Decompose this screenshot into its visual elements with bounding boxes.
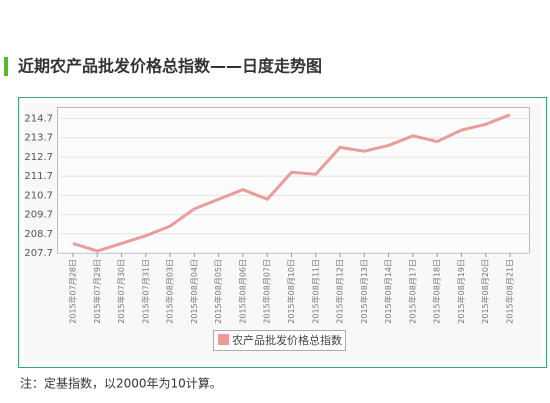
footnote: 注：定基指数，以2000年为10计算。 (20, 376, 222, 391)
title-marker (4, 57, 8, 76)
legend-swatch (218, 334, 229, 345)
x-tick-label: 2015年08月05日 (213, 259, 223, 324)
y-tick-label: 208.7 (24, 229, 53, 240)
y-tick-label: 210.7 (24, 190, 53, 201)
legend-label: 农产品批发价格总指数 (232, 333, 342, 347)
x-tick-label: 2015年08月04日 (189, 259, 199, 324)
x-tick-label: 2015年08月03日 (165, 259, 175, 324)
x-tick-label: 2015年08月19日 (456, 259, 466, 324)
x-tick-label: 2015年08月21日 (505, 259, 515, 324)
plot-area (57, 107, 530, 254)
y-tick-label: 209.7 (24, 210, 53, 221)
x-tick-label: 2015年07月30日 (116, 259, 126, 324)
x-tick-label: 2015年08月18日 (432, 259, 442, 324)
x-tick-label: 2015年07月29日 (92, 259, 102, 324)
x-tick-label: 2015年08月14日 (383, 259, 393, 324)
x-tick-label: 2015年08月17日 (407, 259, 417, 324)
y-tick-label: 214.7 (24, 114, 53, 125)
x-tick-label: 2015年08月06日 (237, 259, 247, 324)
x-tick-label: 2015年07月28日 (68, 259, 78, 324)
series-line (72, 113, 511, 253)
page-title: 近期农产品批发价格总指数——日度走势图 (18, 57, 322, 76)
y-tick-label: 212.7 (24, 152, 53, 163)
x-tick-label: 2015年08月13日 (359, 259, 369, 324)
x-tick-label: 2015年08月12日 (335, 259, 345, 324)
y-tick-label: 211.7 (24, 171, 53, 182)
x-tick-label: 2015年08月07日 (262, 259, 272, 324)
x-tick-label: 2015年08月20日 (480, 259, 490, 324)
x-tick-label: 2015年08月10日 (286, 259, 296, 324)
x-tick-label: 2015年07月31日 (140, 259, 150, 324)
x-tick-label: 2015年08月11日 (310, 259, 320, 324)
y-tick-label: 207.7 (24, 248, 53, 259)
legend-box (213, 330, 346, 351)
y-tick-label: 213.7 (24, 133, 53, 144)
